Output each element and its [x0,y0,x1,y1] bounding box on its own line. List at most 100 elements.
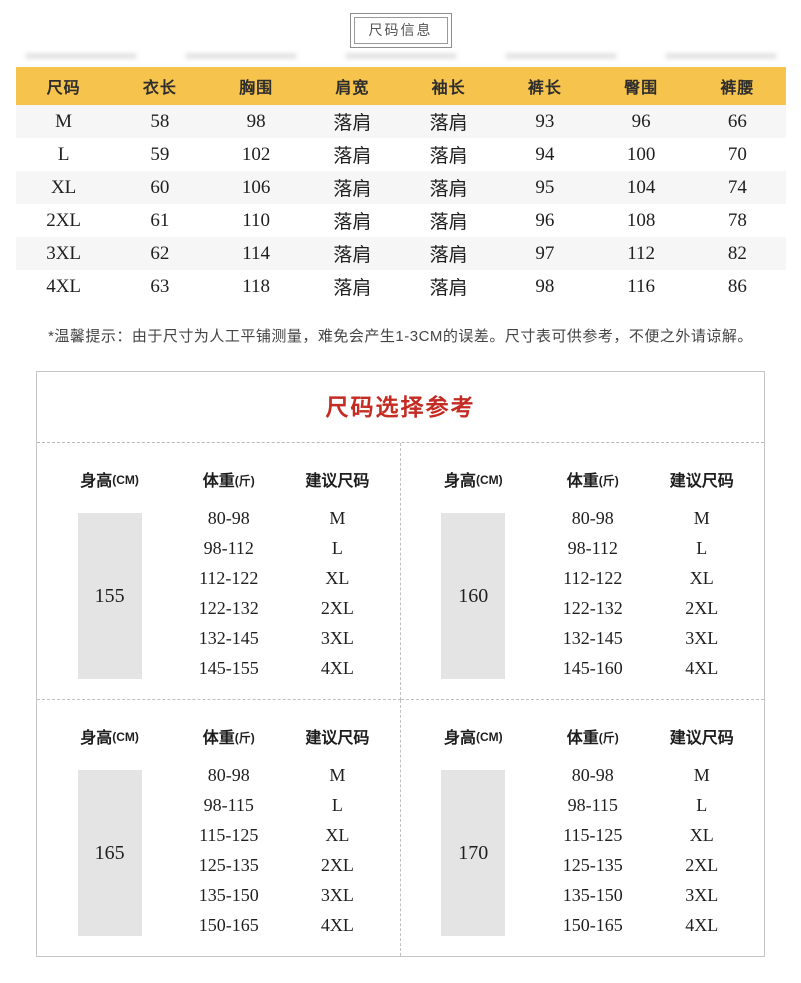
cell: 86 [727,275,747,297]
header-label: 身高 [80,473,113,490]
header-unit: (斤) [234,473,255,488]
size-table: 尺码 衣长 胸围 肩宽 袖长 裤长 臀围 裤腰 M 58 98 落肩 落肩 93… [15,67,786,303]
height-column-header: 身高 (CM) [43,455,176,503]
header-label: 建议尺码 [305,473,370,490]
suggested-size: 3XL [685,884,719,905]
cell: 100 [626,143,656,165]
cell: 78 [727,209,747,231]
header-unit: (斤) [234,730,255,745]
cell: 2XL [46,209,82,231]
header-label: 身高 [80,730,113,747]
suggested-size: M [693,764,710,785]
height-box: 160 [441,513,506,679]
column-header-bust: 胸围 [208,67,305,105]
size-column-header: 建议尺码 [281,712,393,760]
cell: 落肩 [333,278,372,299]
cell: 落肩 [429,278,468,299]
reference-quadrant: 身高 (CM) 体重 (斤) 建议尺码 170 80-98 M 98-115 L 1… [401,700,765,956]
table-row: XL 60 106 落肩 落肩 95 104 74 [15,171,786,204]
column-header-shoulder: 肩宽 [304,67,401,105]
weight-range: 125-135 [562,854,623,875]
cell: 落肩 [333,146,372,167]
suggested-size: 3XL [685,627,719,648]
reference-quadrant: 身高 (CM) 体重 (斤) 建议尺码 160 80-98 M 98-112 L 1… [400,443,764,700]
header-label: 建议尺码 [669,730,734,747]
suggested-size: 3XL [320,884,354,905]
cell: 116 [627,275,656,297]
measurement-note: *温馨提示：由于尺寸为人工平铺测量，难免会产生1-3CM的误差。尺寸表可供参考，… [48,328,753,345]
cell: 63 [150,275,170,297]
weight-range: 135-150 [198,884,259,905]
suggested-size: M [693,507,710,528]
header-unit: (斤) [598,730,619,745]
suggested-size: L [331,794,343,815]
size-column-header: 建议尺码 [281,455,393,503]
suggested-size: XL [689,567,714,588]
weight-range: 80-98 [571,507,614,528]
cell: 94 [535,143,555,165]
cell: 落肩 [400,105,497,138]
cell: M [15,105,112,138]
cell: 落肩 [304,171,401,204]
cell: 落肩 [304,105,401,138]
cell: 4XL [46,275,82,297]
cell: 3XL [15,237,112,270]
suggested-size: L [696,537,708,558]
suggested-size: 2XL [685,597,719,618]
header-unit: (CM) [112,730,139,744]
header-label: 身高 [443,473,476,490]
weight-range: 115-125 [563,824,623,845]
cell: 96 [535,209,555,231]
header-label: 体重 [202,473,235,490]
size-table-header-row: 尺码 衣长 胸围 肩宽 袖长 裤长 臀围 裤腰 [15,67,786,105]
table-row: 4XL 63 118 落肩 落肩 98 116 86 [16,270,786,303]
watermark-segment [664,53,777,59]
weight-range: 115-125 [199,824,259,845]
column-header-sleeve: 袖长 [400,67,497,105]
cell: 落肩 [304,237,401,270]
cell: 70 [727,143,747,165]
cell: 102 [241,143,271,165]
cell: 114 [208,237,305,270]
cell: 74 [689,171,786,204]
header-unit: (CM) [112,473,139,487]
weight-range: 132-145 [562,627,623,648]
weight-range: 145-160 [562,657,623,678]
weight-range: 132-145 [198,627,259,648]
height-box: 170 [441,770,506,936]
watermark-segment [504,53,617,59]
watermark-segment [24,53,137,59]
weight-range: 112-122 [199,567,259,588]
suggested-size: L [696,794,708,815]
cell: 118 [242,275,271,297]
cell: 108 [626,209,656,231]
height-column-header: 身高 (CM) [43,712,176,760]
header-label: 体重 [566,730,599,747]
column-header-size: 尺码 [15,67,112,105]
weight-range: 80-98 [207,764,250,785]
table-row: L 59 102 落肩 落肩 94 100 70 [16,138,786,171]
suggested-size: L [331,537,343,558]
header-label: 建议尺码 [669,473,734,490]
weight-range: 150-165 [562,914,623,935]
suggested-size: XL [325,824,350,845]
column-header-waist: 裤腰 [689,67,786,105]
weight-range: 98-115 [203,794,254,815]
suggested-size: 2XL [320,597,354,618]
size-reference-box: 尺码选择参考 身高 (CM) 体重 (斤) 建议尺码 155 80-98 M 98-… [36,371,765,957]
cell: 66 [689,105,786,138]
weight-range: 145-155 [198,657,259,678]
cell: 落肩 [429,212,468,233]
suggested-size: M [329,764,346,785]
column-header-length: 衣长 [111,67,208,105]
cell: 落肩 [400,237,497,270]
height-box: 155 [77,513,142,679]
header-unit: (斤) [598,473,619,488]
weight-range: 150-165 [198,914,259,935]
size-column-header: 建议尺码 [646,712,758,760]
size-info-badge-label: 尺码信息 [353,17,448,44]
cell: 96 [593,105,690,138]
weight-range: 135-150 [562,884,623,905]
weight-column-header: 体重 (斤) [176,455,281,503]
weight-column-header: 体重 (斤) [540,712,645,760]
